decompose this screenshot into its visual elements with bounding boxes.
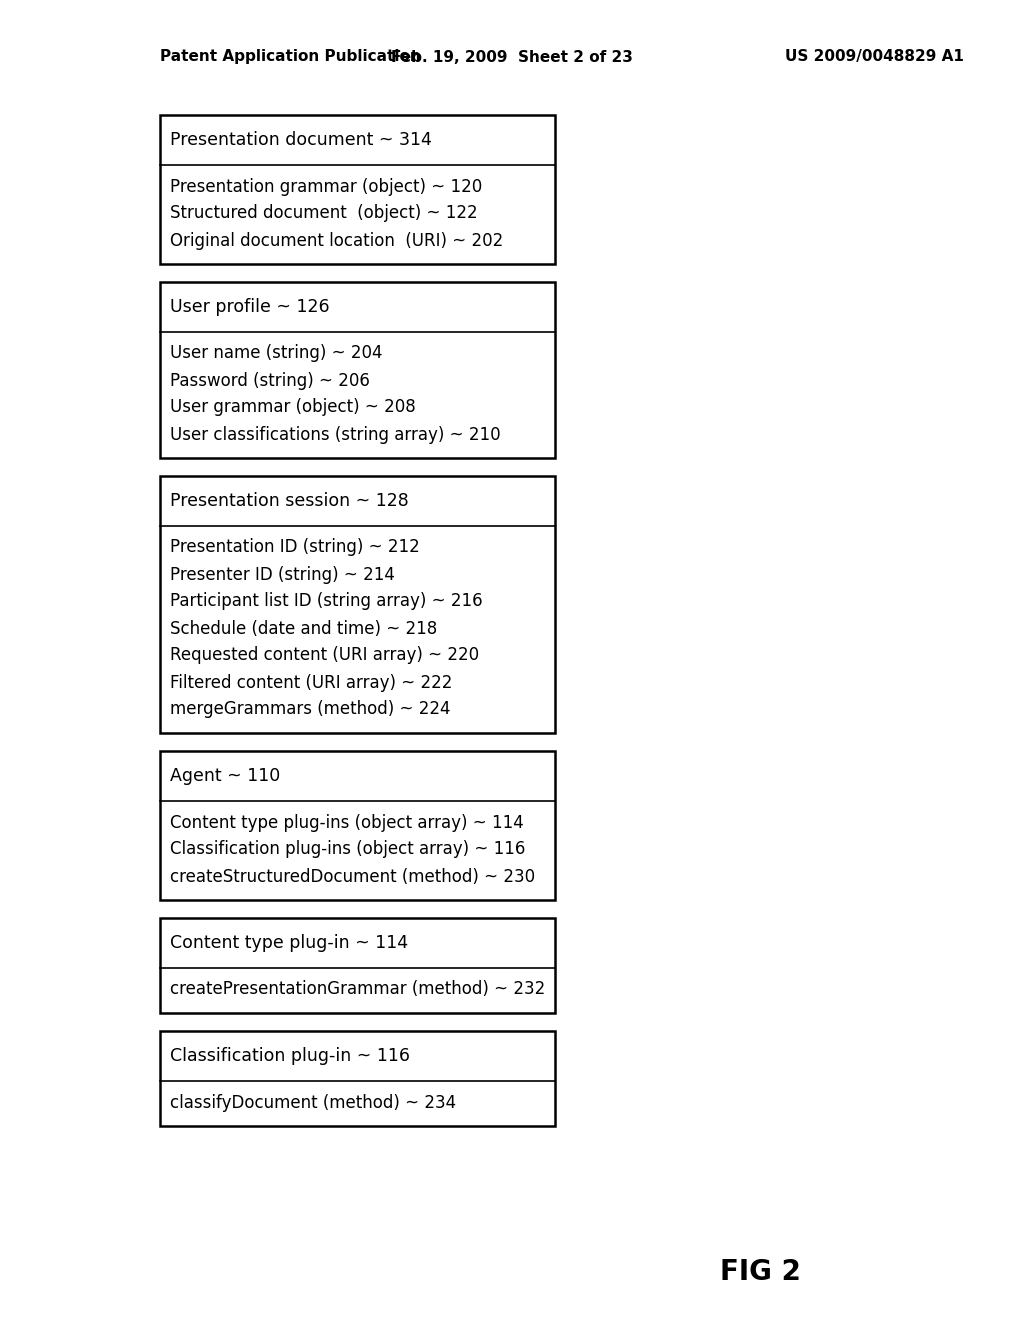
Text: Requested content (URI array) ~ 220: Requested content (URI array) ~ 220 [170,647,479,664]
Text: Feb. 19, 2009  Sheet 2 of 23: Feb. 19, 2009 Sheet 2 of 23 [391,49,633,65]
Bar [160,1031,555,1126]
Text: FIG 2: FIG 2 [720,1258,801,1286]
Text: User classifications (string array) ~ 210: User classifications (string array) ~ 21… [170,425,501,444]
Text: classifyDocument (method) ~ 234: classifyDocument (method) ~ 234 [170,1093,456,1111]
Text: Agent ~ 110: Agent ~ 110 [170,767,281,785]
Text: Structured document  (object) ~ 122: Structured document (object) ~ 122 [170,205,477,223]
Text: Presentation ID (string) ~ 212: Presentation ID (string) ~ 212 [170,539,420,557]
Bar [160,115,555,264]
Text: Patent Application Publication: Patent Application Publication [160,49,421,65]
Text: Presenter ID (string) ~ 214: Presenter ID (string) ~ 214 [170,565,395,583]
Text: Original document location  (URI) ~ 202: Original document location (URI) ~ 202 [170,231,503,249]
Text: User profile ~ 126: User profile ~ 126 [170,298,330,315]
Text: Content type plug-ins (object array) ~ 114: Content type plug-ins (object array) ~ 1… [170,813,523,832]
Bar [160,477,555,733]
Text: Schedule (date and time) ~ 218: Schedule (date and time) ~ 218 [170,619,437,638]
Text: Classification plug-in ~ 116: Classification plug-in ~ 116 [170,1047,410,1065]
Text: User grammar (object) ~ 208: User grammar (object) ~ 208 [170,399,416,417]
Bar [160,917,555,1012]
Text: Participant list ID (string array) ~ 216: Participant list ID (string array) ~ 216 [170,593,482,610]
Text: createPresentationGrammar (method) ~ 232: createPresentationGrammar (method) ~ 232 [170,981,545,998]
Text: Presentation session ~ 128: Presentation session ~ 128 [170,492,409,510]
Text: Filtered content (URI array) ~ 222: Filtered content (URI array) ~ 222 [170,673,453,692]
Bar [160,751,555,900]
Bar [160,282,555,458]
Text: Classification plug-ins (object array) ~ 116: Classification plug-ins (object array) ~… [170,841,525,858]
Text: US 2009/0048829 A1: US 2009/0048829 A1 [785,49,964,65]
Text: mergeGrammars (method) ~ 224: mergeGrammars (method) ~ 224 [170,701,451,718]
Text: createStructuredDocument (method) ~ 230: createStructuredDocument (method) ~ 230 [170,867,536,886]
Text: Content type plug-in ~ 114: Content type plug-in ~ 114 [170,935,409,952]
Text: Presentation grammar (object) ~ 120: Presentation grammar (object) ~ 120 [170,177,482,195]
Text: Presentation document ~ 314: Presentation document ~ 314 [170,131,432,149]
Text: User name (string) ~ 204: User name (string) ~ 204 [170,345,383,363]
Text: Password (string) ~ 206: Password (string) ~ 206 [170,371,370,389]
